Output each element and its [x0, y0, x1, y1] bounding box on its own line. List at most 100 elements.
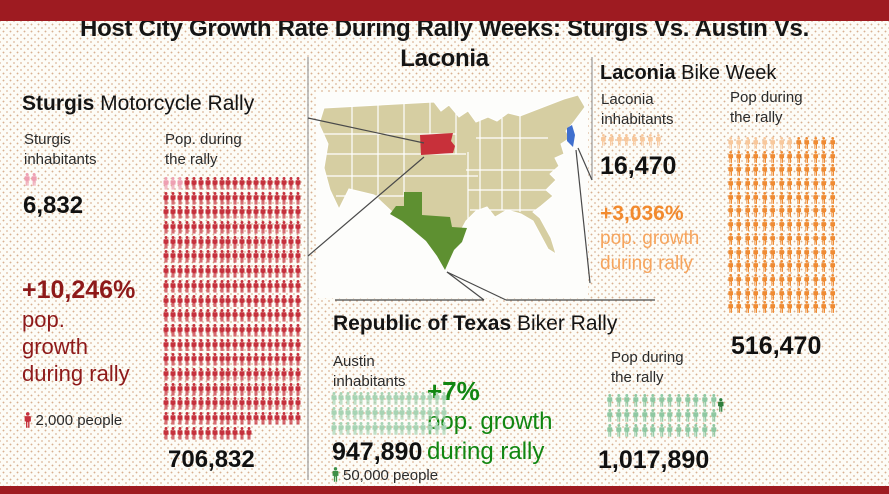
person-icon: [786, 219, 793, 231]
person-icon: [232, 368, 238, 381]
person-icon: [177, 412, 183, 425]
person-icon: [246, 309, 252, 322]
person-icon: [675, 409, 683, 422]
person-icon: [441, 422, 447, 435]
person-icon: [239, 206, 245, 219]
person-icon: [274, 280, 280, 293]
texas-rally-extra-person-icon: [717, 398, 725, 412]
person-icon: [829, 178, 836, 190]
person-icon: [649, 409, 657, 422]
person-icon: [274, 192, 280, 205]
person-icon: [274, 236, 280, 249]
person-icon: [786, 151, 793, 163]
person-icon: [184, 353, 190, 366]
person-icon: [232, 309, 238, 322]
person-icon: [239, 177, 245, 190]
person-icon: [198, 324, 204, 337]
person-icon: [253, 397, 259, 410]
person-icon: [352, 422, 358, 435]
person-icon: [191, 427, 197, 440]
person-icon: [198, 309, 204, 322]
person-icon: [219, 250, 225, 263]
person-icon: [288, 353, 294, 366]
person-icon: [727, 274, 734, 286]
person-icon: [253, 412, 259, 425]
person-icon: [295, 339, 301, 352]
person-icon: [829, 151, 836, 163]
person-icon: [246, 280, 252, 293]
person-icon: [352, 392, 358, 405]
person-icon: [260, 192, 266, 205]
person-icon: [163, 265, 169, 278]
person-icon: [829, 274, 836, 286]
person-icon: [191, 309, 197, 322]
person-icon: [399, 407, 405, 420]
person-icon: [413, 422, 419, 435]
person-icon: [239, 339, 245, 352]
person-icon: [641, 409, 649, 422]
person-icon: [239, 236, 245, 249]
person-icon: [239, 412, 245, 425]
person-icon: [379, 392, 385, 405]
person-icon: [232, 295, 238, 308]
person-icon: [288, 177, 294, 190]
person-icon: [253, 383, 259, 396]
person-icon: [761, 205, 768, 217]
person-icon: [191, 339, 197, 352]
person-icon: [295, 265, 301, 278]
person-icon: [205, 368, 211, 381]
person-icon: [260, 324, 266, 337]
person-icon: [795, 219, 802, 231]
texas-growth-label: pop. growth during rally: [427, 408, 553, 465]
person-icon: [288, 236, 294, 249]
person-icon: [274, 250, 280, 263]
laconia-growth-value: +3,036%: [600, 202, 684, 225]
person-icon: [191, 250, 197, 263]
person-icon: [281, 206, 287, 219]
person-icon: [701, 424, 709, 437]
person-icon: [239, 280, 245, 293]
person-icon: [24, 173, 30, 186]
person-icon: [752, 260, 759, 272]
person-icon: [177, 339, 183, 352]
person-icon: [184, 339, 190, 352]
person-icon: [795, 247, 802, 259]
person-icon: [246, 368, 252, 381]
person-icon: [274, 309, 280, 322]
person-icon: [239, 192, 245, 205]
person-icon: [246, 397, 252, 410]
person-icon: [606, 424, 614, 437]
person-icon: [212, 250, 218, 263]
person-icon: [752, 205, 759, 217]
person-icon: [803, 233, 810, 245]
person-icon: [632, 409, 640, 422]
person-icon: [260, 265, 266, 278]
person-icon: [615, 409, 623, 422]
person-icon: [288, 324, 294, 337]
person-icon: [170, 206, 176, 219]
person-icon: [393, 392, 399, 405]
person-icon: [769, 178, 776, 190]
person-icon: [205, 397, 211, 410]
person-icon: [177, 427, 183, 440]
person-icon: [163, 236, 169, 249]
person-icon: [641, 394, 649, 407]
person-icon: [288, 383, 294, 396]
person-icon: [184, 295, 190, 308]
person-icon: [184, 309, 190, 322]
person-icon: [232, 192, 238, 205]
person-icon: [212, 324, 218, 337]
person-icon: [225, 177, 231, 190]
person-icon: [820, 288, 827, 300]
person-icon: [295, 221, 301, 234]
person-icon: [163, 339, 169, 352]
person-icon: [812, 151, 819, 163]
person-icon: [281, 412, 287, 425]
person-icon: [778, 219, 785, 231]
laconia-inhabitants-label: Laconia inhabitants: [601, 91, 674, 128]
person-icon: [761, 288, 768, 300]
person-icon: [281, 324, 287, 337]
person-icon: [170, 397, 176, 410]
person-icon: [274, 324, 280, 337]
person-icon: [786, 192, 793, 204]
